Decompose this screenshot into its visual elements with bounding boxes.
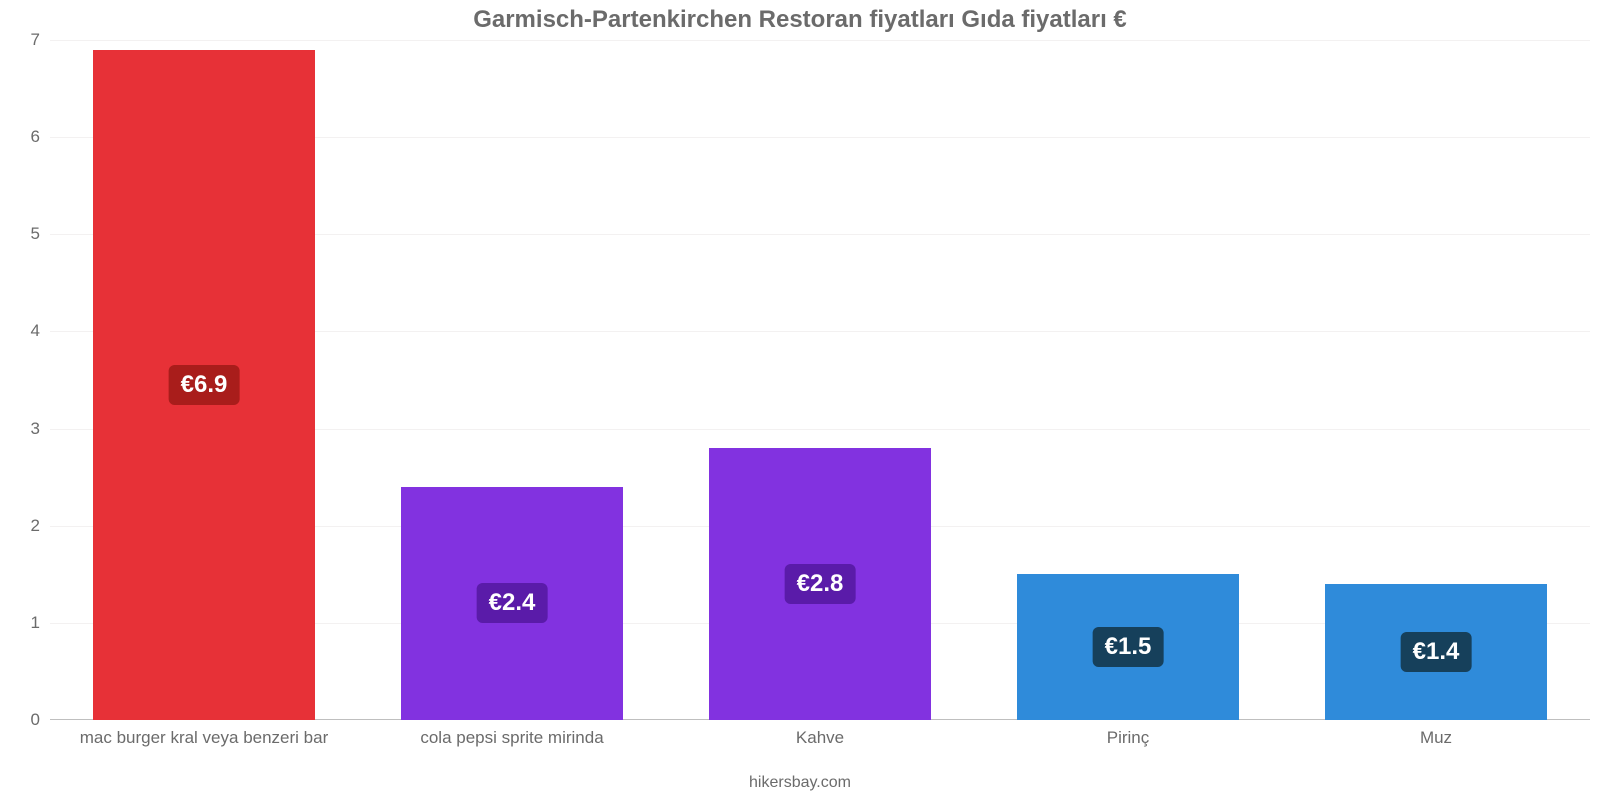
x-category-label: cola pepsi sprite mirinda [420, 728, 603, 748]
y-tick-label: 6 [0, 127, 40, 147]
x-category-label: mac burger kral veya benzeri bar [80, 728, 329, 748]
x-category-label: Pirinç [1107, 728, 1150, 748]
y-tick-label: 5 [0, 224, 40, 244]
y-tick-label: 0 [0, 710, 40, 730]
price-bar-chart: Garmisch-Partenkirchen Restoran fiyatlar… [0, 0, 1600, 800]
y-tick-label: 4 [0, 321, 40, 341]
bar-value-label: €1.4 [1401, 632, 1472, 672]
y-tick-label: 3 [0, 419, 40, 439]
y-tick-label: 7 [0, 30, 40, 50]
footer-credit: hikersbay.com [0, 774, 1600, 792]
x-category-label: Kahve [796, 728, 844, 748]
y-tick-label: 2 [0, 516, 40, 536]
chart-title: Garmisch-Partenkirchen Restoran fiyatlar… [0, 6, 1600, 34]
bar-value-label: €2.4 [477, 583, 548, 623]
plot-area: €6.9 €2.4 €2.8 €1.5 €1.4 [50, 40, 1590, 720]
bar-value-label: €1.5 [1093, 627, 1164, 667]
bars-group: €6.9 €2.4 €2.8 €1.5 €1.4 [50, 40, 1590, 720]
bar-value-label: €2.8 [785, 564, 856, 604]
bar-value-label: €6.9 [169, 365, 240, 405]
y-tick-label: 1 [0, 613, 40, 633]
x-category-label: Muz [1420, 728, 1452, 748]
